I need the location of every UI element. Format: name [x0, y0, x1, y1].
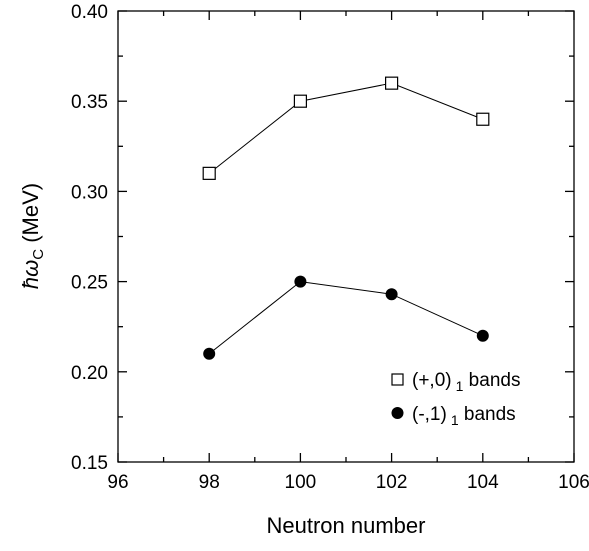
legend: (+,0) 1 bands (-,1) 1 bands: [391, 370, 520, 428]
data-point-filled-circle: [203, 347, 216, 360]
y-axis-title-sub: C: [30, 249, 47, 260]
data-point-filled-circle: [294, 275, 307, 288]
x-tick-label: 100: [285, 472, 317, 493]
y-tick-label: 0.20: [71, 363, 108, 384]
y-tick-label: 0.25: [71, 273, 108, 294]
x-tick-label: 102: [376, 472, 408, 493]
series-line-1: [208, 82, 483, 174]
x-tick-label: 96: [107, 472, 128, 493]
data-point-filled-circle: [385, 288, 398, 301]
series-line-2: [208, 281, 484, 355]
x-tick-label: 104: [467, 472, 499, 493]
legend-label-series-1: (+,0) 1 bands: [412, 370, 520, 394]
y-tick-label: 0.15: [71, 453, 108, 474]
series-markers: [202, 76, 490, 360]
x-axis-title: Neutron number: [267, 513, 426, 538]
x-tick-label: 98: [199, 472, 220, 493]
y-axis-title-main: ħω: [18, 260, 43, 289]
legend-marker-open-square: [391, 373, 404, 386]
x-tick-label: 106: [558, 472, 589, 493]
y-axis-title: ħωC (MeV): [18, 183, 47, 289]
legend-marker-filled-circle: [391, 407, 404, 419]
data-point-open-square: [293, 94, 307, 108]
ticks-layer: 96 98 100 102 104 106 0.15 0.20 0.25 0.30 0.35 0.40: [71, 2, 589, 493]
data-point-open-square: [476, 112, 490, 126]
y-tick-label: 0.30: [71, 182, 108, 203]
data-point-open-square: [385, 76, 399, 90]
series-lines: [208, 82, 484, 355]
data-point-filled-circle: [476, 329, 489, 342]
data-point-open-square: [202, 166, 216, 180]
plot-frame: [117, 10, 575, 463]
y-axis-title-unit: (MeV): [18, 183, 43, 249]
legend-label-series-2: (-,1) 1 bands: [412, 404, 516, 428]
y-tick-label: 0.35: [71, 92, 108, 113]
y-tick-label: 0.40: [71, 2, 108, 23]
